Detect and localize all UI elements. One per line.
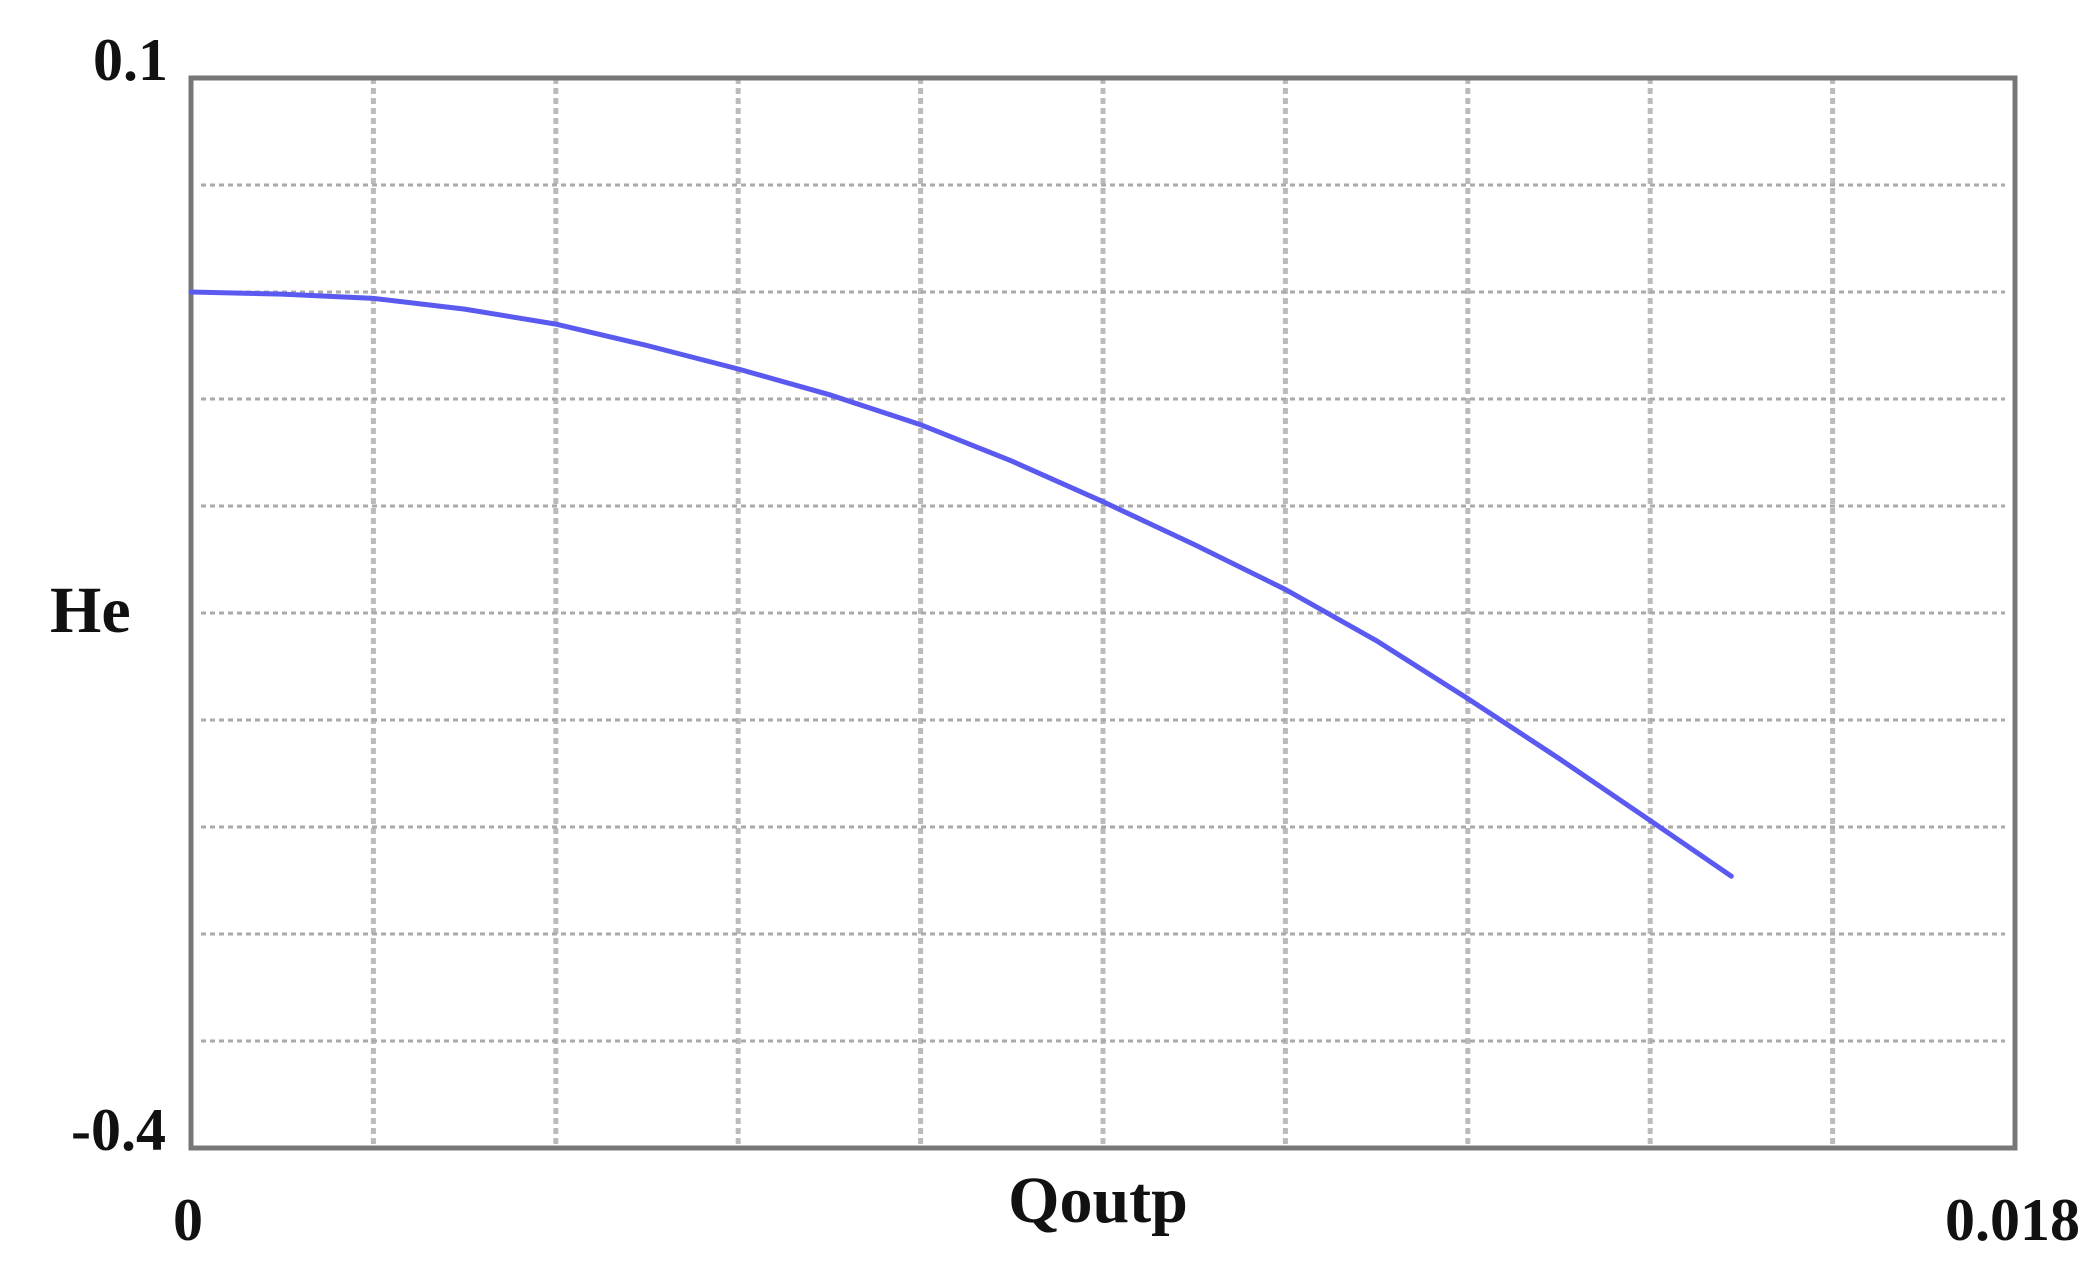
x-axis-label: Qoutp <box>1008 1164 1188 1237</box>
series-line <box>188 289 1734 879</box>
y-tick-min: -0.4 <box>71 1097 166 1163</box>
y-tick-max: 0.1 <box>93 27 168 93</box>
plot-frame <box>188 75 2018 1151</box>
x-tick-max: 0.018 <box>1945 1187 2080 1253</box>
y-axis-label: He <box>50 574 131 647</box>
x-tick-min: 0 <box>173 1187 203 1253</box>
grid <box>201 78 2005 1148</box>
